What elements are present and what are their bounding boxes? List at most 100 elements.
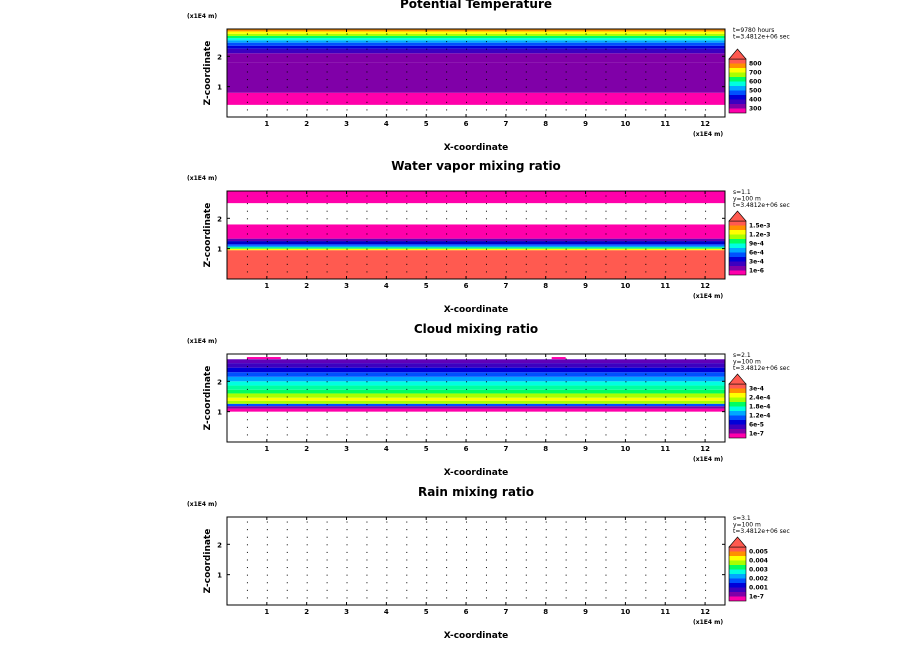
colorbar-label: 500 <box>749 88 762 95</box>
grid-dot <box>505 56 507 58</box>
grid-dot <box>645 567 647 569</box>
grid-dot <box>406 79 408 81</box>
grid-dot <box>565 597 567 599</box>
grid-dot <box>326 388 328 390</box>
grid-dot <box>625 589 627 591</box>
colorbar-segment <box>729 569 746 574</box>
grid-dot <box>366 597 368 599</box>
grid-dot <box>346 101 348 103</box>
grid-dot <box>346 426 348 428</box>
grid-dot <box>625 567 627 569</box>
grid-dot <box>466 256 468 258</box>
grid-dot <box>545 358 547 360</box>
grid-dot <box>406 86 408 88</box>
grid-dot <box>625 373 627 375</box>
grid-dot <box>605 574 607 576</box>
grid-dot <box>406 589 408 591</box>
grid-dot <box>705 233 707 235</box>
grid-dot <box>705 529 707 531</box>
plot-frame <box>226 190 726 280</box>
grid-dot <box>585 419 587 421</box>
grid-dot <box>605 597 607 599</box>
grid-dot <box>466 411 468 413</box>
grid-dot <box>386 419 388 421</box>
grid-dot <box>426 109 428 111</box>
grid-dot <box>426 79 428 81</box>
grid-dot <box>585 101 587 103</box>
grid-dot <box>306 248 308 250</box>
grid-dot <box>246 358 248 360</box>
grid-dot <box>505 79 507 81</box>
grid-dot <box>525 529 527 531</box>
grid-dot <box>605 71 607 73</box>
x-tick-label: 5 <box>424 120 429 128</box>
grid-dot <box>346 218 348 220</box>
grid-dot <box>286 33 288 35</box>
grid-dot <box>286 195 288 197</box>
grid-dot <box>366 71 368 73</box>
grid-dot <box>525 574 527 576</box>
z-axis-label: Z-coordinate <box>203 41 213 106</box>
grid-dot <box>645 544 647 546</box>
grid-dot <box>246 597 248 599</box>
grid-dot <box>266 210 268 212</box>
x-tick-label: 7 <box>503 608 508 616</box>
x-tick-label: 8 <box>543 282 548 290</box>
grid-dot <box>685 48 687 50</box>
grid-dot <box>705 567 707 569</box>
grid-dot <box>466 248 468 250</box>
grid-dot <box>625 536 627 538</box>
grid-dot <box>306 597 308 599</box>
grid-dot <box>645 404 647 406</box>
grid-dot <box>386 544 388 546</box>
grid-dot <box>645 366 647 368</box>
grid-dot <box>346 233 348 235</box>
grid-dot <box>326 248 328 250</box>
grid-dot <box>466 195 468 197</box>
grid-dot <box>466 381 468 383</box>
grid-dot <box>585 589 587 591</box>
grid-dot <box>625 56 627 58</box>
grid-dot <box>306 529 308 531</box>
grid-dot <box>505 574 507 576</box>
grid-dot <box>505 210 507 212</box>
grid-dot <box>446 373 448 375</box>
grid-dot <box>585 225 587 227</box>
grid-dot <box>565 358 567 360</box>
grid-dot <box>346 63 348 65</box>
grid-dot <box>565 271 567 273</box>
grid-dot <box>306 567 308 569</box>
grid-dot <box>645 373 647 375</box>
colorbar-segment <box>729 266 746 271</box>
grid-dot <box>326 101 328 103</box>
grid-dot <box>705 241 707 243</box>
grid-dot <box>386 559 388 561</box>
grid-dot <box>346 434 348 436</box>
grid-dot <box>645 256 647 258</box>
grid-dot <box>386 203 388 205</box>
grid-dot <box>605 396 607 398</box>
grid-dot <box>386 597 388 599</box>
grid-dot <box>326 195 328 197</box>
grid-dot <box>685 218 687 220</box>
grid-dot <box>485 56 487 58</box>
colorbar-label: 9e-4 <box>749 241 764 248</box>
grid-dot <box>625 86 627 88</box>
grid-dot <box>485 521 487 523</box>
grid-dot <box>645 521 647 523</box>
grid-dot <box>485 248 487 250</box>
grid-dot <box>266 271 268 273</box>
grid-dot <box>685 529 687 531</box>
grid-dot <box>665 248 667 250</box>
grid-dot <box>326 256 328 258</box>
grid-dot <box>286 101 288 103</box>
colorbar-segment <box>729 86 746 91</box>
grid-dot <box>565 33 567 35</box>
grid-dot <box>645 218 647 220</box>
grid-dot <box>466 404 468 406</box>
colorbar-label: 0.001 <box>749 585 768 592</box>
grid-dot <box>685 434 687 436</box>
grid-dot <box>366 381 368 383</box>
grid-dot <box>346 56 348 58</box>
colorbar-label: 0.005 <box>749 549 768 556</box>
